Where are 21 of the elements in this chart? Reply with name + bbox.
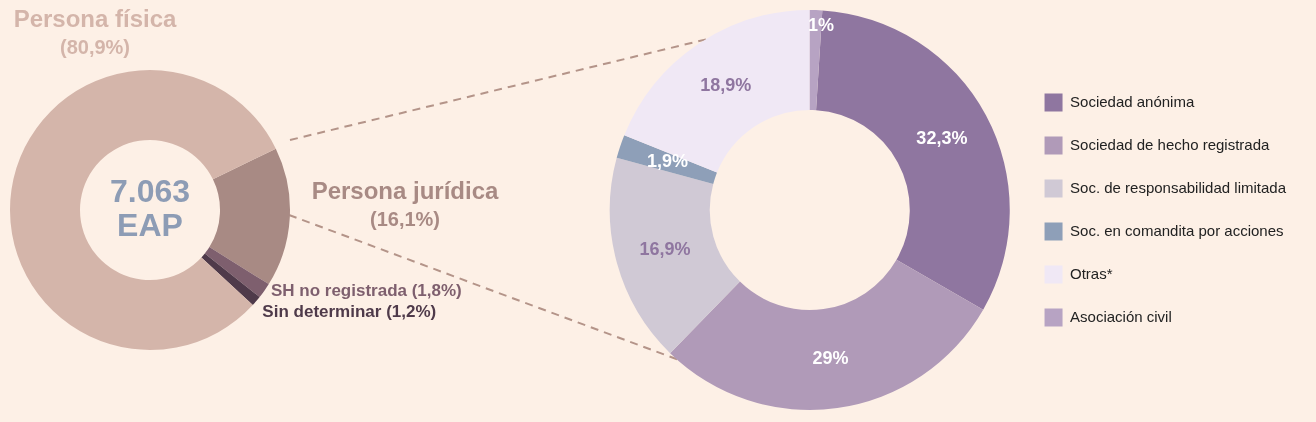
- legend-label: Asociación civil: [1070, 307, 1172, 325]
- slice-label: Sin determinar: [262, 302, 382, 321]
- data-label: 16,9%: [639, 238, 691, 259]
- data-label: (1,8%): [411, 281, 462, 300]
- data-label: 1,9%: [647, 151, 689, 172]
- text: 7.063 EAP: [109, 172, 191, 243]
- data-label: (80,9%): [59, 35, 131, 58]
- data-label: 29%: [812, 347, 849, 368]
- legend-label: Sociedad de hecho registrada: [1070, 135, 1270, 153]
- legend-label: Sociedad anónima: [1070, 92, 1195, 110]
- slice-label: SH no registrada: [270, 281, 408, 300]
- legend-label: Soc. en comandita por acciones: [1070, 221, 1284, 239]
- slice-label: Persona física: [13, 4, 178, 32]
- data-label: 18,9%: [700, 74, 752, 95]
- data-label: (1,2%): [386, 302, 437, 321]
- legend-label: Otras*: [1070, 264, 1113, 282]
- data-label: 1%: [808, 15, 835, 36]
- data-label: (16,1%): [369, 207, 441, 230]
- slice-label: Persona jurídica: [311, 176, 500, 204]
- data-label: 32,3%: [916, 127, 968, 148]
- legend-label: Soc. de responsabilidad limitada: [1070, 178, 1287, 196]
